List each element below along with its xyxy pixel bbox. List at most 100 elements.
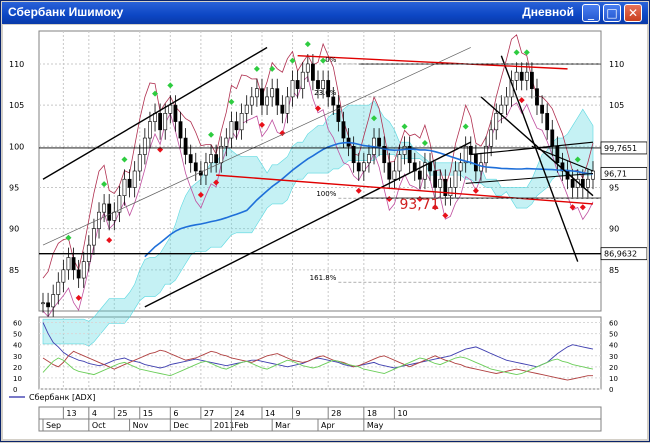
candle-body [142,137,147,155]
x-month-label: Sep [46,421,61,430]
candle-body [377,137,382,147]
candle-body [229,121,234,139]
adx-ytick-right: 30 [609,353,618,361]
candle-body [392,170,397,180]
adx-ytick-left: 0 [13,386,17,394]
adx-ytick-left: 60 [13,320,22,328]
buy-signal-marker [462,123,469,130]
trend-channel-mid [42,47,471,246]
fib-level-label: 0% [325,56,336,64]
candle-body [341,121,346,139]
adx-series-line-1 [42,349,593,381]
candle-body [453,170,458,188]
adx-panel-frame [38,316,602,390]
adx-ytick-left: 20 [13,364,22,372]
adx-ytick-right: 20 [609,364,618,372]
x-day-label: 9 [296,409,301,418]
fib-level-label: 161.8% [310,274,337,282]
trend-channel-lower [144,141,472,308]
candle-body [484,145,488,164]
candle-body [46,302,50,308]
candle-body [122,178,127,197]
x-month-label: 2011 [214,421,234,430]
candle-body [433,170,438,188]
candle-body [41,302,45,305]
candle-body [529,71,534,89]
adx-ytick-left: 10 [13,375,22,383]
sell-signal-marker [416,196,423,202]
buy-signal-marker [121,156,128,163]
fib-level-label: 100% [316,190,336,198]
candle-body [336,104,341,122]
candle-body [265,96,269,106]
candle-body [92,228,96,246]
candle-body [448,187,453,197]
candle-body [305,63,310,73]
close-button[interactable]: ✕ [624,4,642,22]
buy-signal-marker [289,57,296,64]
buy-signal-marker [421,140,428,146]
candle-body [514,71,519,81]
candle-body [97,211,101,229]
candle-body [193,162,198,172]
candle-body [183,137,188,155]
candle-body [71,257,76,271]
chart-canvas[interactable]: 8585909095951001001051051101100%23.6%100… [3,25,648,439]
candle-body [56,281,61,295]
price-ytick-right: 85 [609,266,619,275]
price-ytick-left: 100 [9,142,24,151]
down-trend-line-2 [480,96,594,197]
candle-body [402,145,407,155]
buy-signal-marker [320,57,327,64]
candle-body [148,121,152,139]
candle-body [209,154,213,164]
candle-body [417,170,422,180]
sell-signal-marker [432,204,439,211]
candle-body [331,96,336,106]
chart-area: 8585909095951001001051051101100%23.6%100… [3,25,648,439]
candle-body [300,71,305,89]
buy-signal-marker [152,90,159,97]
red-support-line [216,174,594,205]
buy-signal-marker [523,49,530,56]
x-day-label: 4 [92,409,97,418]
candle-body [132,170,137,188]
sell-signal-marker [197,191,204,198]
sell-signal-marker [213,179,220,186]
candle-body [168,104,173,114]
adx-series-line-0 [42,322,594,369]
candle-body [311,63,315,81]
candle-body [107,203,112,221]
candle-body [407,145,412,164]
candle-body [356,162,361,172]
buy-signal-marker [65,234,72,241]
sell-signal-marker [157,146,164,153]
adx-ytick-left: 40 [13,342,22,350]
candle-body [275,88,280,106]
support-short [465,172,594,184]
maximize-button[interactable]: □ [603,4,621,22]
candle-body [499,104,504,114]
minimize-button[interactable]: _ [582,4,600,22]
x-day-label: 10 [397,409,407,418]
candle-body [458,162,463,172]
candle-body [239,113,244,131]
candle-body [473,154,478,172]
candle-body [224,137,229,147]
candle-body [555,145,560,164]
buy-signal-marker [371,115,378,122]
price-ytick-right: 90 [609,225,619,234]
x-day-label: 6 [173,409,178,418]
candle-body [290,80,295,98]
candle-body [423,162,427,180]
candle-body [270,88,275,98]
x-day-label: 15 [143,409,153,418]
sell-signal-marker [569,204,576,211]
title-bar[interactable]: Сбербанк Ишимоку Дневной _ □ ✕ [2,2,648,24]
adx-series-line-2 [42,356,594,377]
candle-body [463,145,468,164]
candle-body [51,294,56,308]
sell-signal-marker [315,105,321,112]
price-ytick-left: 95 [9,183,19,192]
candle-body [316,80,320,89]
